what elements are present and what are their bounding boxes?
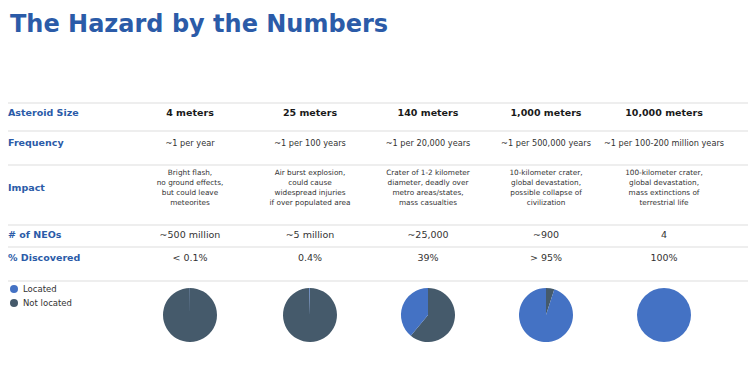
divider: [8, 131, 748, 132]
divider: [8, 247, 748, 248]
cell: 100-kilometer crater,global devastation,…: [625, 168, 703, 207]
divider: [8, 103, 748, 104]
cell-line: 39%: [417, 252, 438, 263]
row-label: Impact: [8, 182, 45, 193]
cell-line: if over populated area: [270, 198, 351, 207]
cell: ~1 per 100-200 million years: [604, 138, 724, 148]
cell-line: ~1 per 500,000 years: [501, 138, 591, 148]
cell: 10-kilometer crater,global devastation,p…: [509, 168, 582, 207]
cell-line: Crater of 1-2 kilometer: [386, 168, 470, 177]
cell: ~900: [533, 229, 559, 240]
cell-line: mass casualties: [399, 198, 457, 207]
cell: ~500 million: [160, 229, 221, 240]
cell: 10,000 meters: [625, 107, 703, 118]
divider: [8, 281, 748, 282]
cell-line: < 0.1%: [172, 252, 207, 263]
legend-label: Not located: [23, 298, 72, 308]
cell: ~25,000: [407, 229, 448, 240]
cell-line: widespread injuries: [275, 188, 346, 197]
divider: [8, 165, 748, 166]
cell: ~1 per 20,000 years: [386, 138, 471, 148]
cell-line: 100-kilometer crater,: [625, 168, 703, 177]
cell: ~1 per 100 years: [274, 138, 346, 148]
cell: 140 meters: [398, 107, 459, 118]
legend-swatch: [10, 299, 18, 307]
cell-line: ~1 per year: [165, 138, 215, 148]
cell-line: possible collapse of: [510, 188, 582, 197]
cell-line: 100%: [650, 252, 677, 263]
cell: 0.4%: [298, 252, 322, 263]
cell-line: mass extinctions of: [629, 188, 700, 197]
cell-line: terrestrial life: [639, 198, 689, 207]
cell-line: 1,000 meters: [510, 107, 581, 118]
infographic: The Hazard by the Numbers Asteroid Size 4 …: [0, 0, 754, 383]
pie-wedge: [401, 288, 428, 336]
cell-line: 10,000 meters: [625, 107, 703, 118]
cell-line: ~900: [533, 229, 559, 240]
cell-line: 4 meters: [166, 107, 214, 118]
cell: Crater of 1-2 kilometerdiameter, deadly …: [386, 168, 470, 207]
cell: 4 meters: [166, 107, 214, 118]
cell-line: 25 meters: [283, 107, 338, 118]
pie-wedge: [163, 288, 217, 342]
cell-line: global devastation,: [511, 178, 581, 187]
cell-line: could cause: [288, 178, 332, 187]
cell-line: ~500 million: [160, 229, 221, 240]
cell: 25 meters: [283, 107, 338, 118]
cell-line: ~1 per 20,000 years: [386, 138, 471, 148]
pie-wedge: [189, 288, 190, 315]
row-label: % Discovered: [8, 252, 80, 263]
cell-line: metro areas/states,: [392, 188, 463, 197]
cell-line: 140 meters: [398, 107, 459, 118]
cell-line: 4: [661, 229, 667, 240]
title: The Hazard by the Numbers: [10, 10, 388, 38]
cell-line: > 95%: [530, 252, 562, 263]
cell: < 0.1%: [172, 252, 207, 263]
cell-line: ~25,000: [407, 229, 448, 240]
cell: 39%: [417, 252, 438, 263]
cell-line: meteorites: [170, 198, 210, 207]
pie-wedge: [309, 288, 311, 315]
cell-line: 0.4%: [298, 252, 322, 263]
row-label: Frequency: [8, 137, 64, 148]
divider: [8, 225, 748, 226]
pie-wedge: [519, 288, 573, 342]
cell: ~5 million: [286, 229, 335, 240]
cell-line: 10-kilometer crater,: [509, 168, 582, 177]
cell-line: no ground effects,: [157, 178, 224, 187]
cell: ~1 per 500,000 years: [501, 138, 591, 148]
cell: Bright flash,no ground effects,but could…: [157, 168, 224, 207]
cell: 4: [661, 229, 667, 240]
cell: Air burst explosion,could causewidesprea…: [270, 168, 351, 207]
cell-line: diameter, deadly over: [388, 178, 469, 187]
cell: 1,000 meters: [510, 107, 581, 118]
row-label: # of NEOs: [8, 229, 62, 240]
cell: > 95%: [530, 252, 562, 263]
legend-label: Located: [23, 284, 57, 294]
cell: ~1 per year: [165, 138, 215, 148]
cell: 100%: [650, 252, 677, 263]
cell-line: but could leave: [162, 188, 219, 197]
cell-line: civilization: [527, 198, 566, 207]
cell-line: ~5 million: [286, 229, 335, 240]
cell-line: Bright flash,: [168, 168, 212, 177]
pie-wedge: [283, 288, 337, 342]
cell-line: Air burst explosion,: [275, 168, 346, 177]
pie-wedge: [637, 288, 691, 342]
cell-line: ~1 per 100-200 million years: [604, 138, 724, 148]
cell-line: global devastation,: [629, 178, 699, 187]
cell-line: ~1 per 100 years: [274, 138, 346, 148]
legend-swatch: [10, 285, 18, 293]
row-label: Asteroid Size: [8, 107, 79, 118]
